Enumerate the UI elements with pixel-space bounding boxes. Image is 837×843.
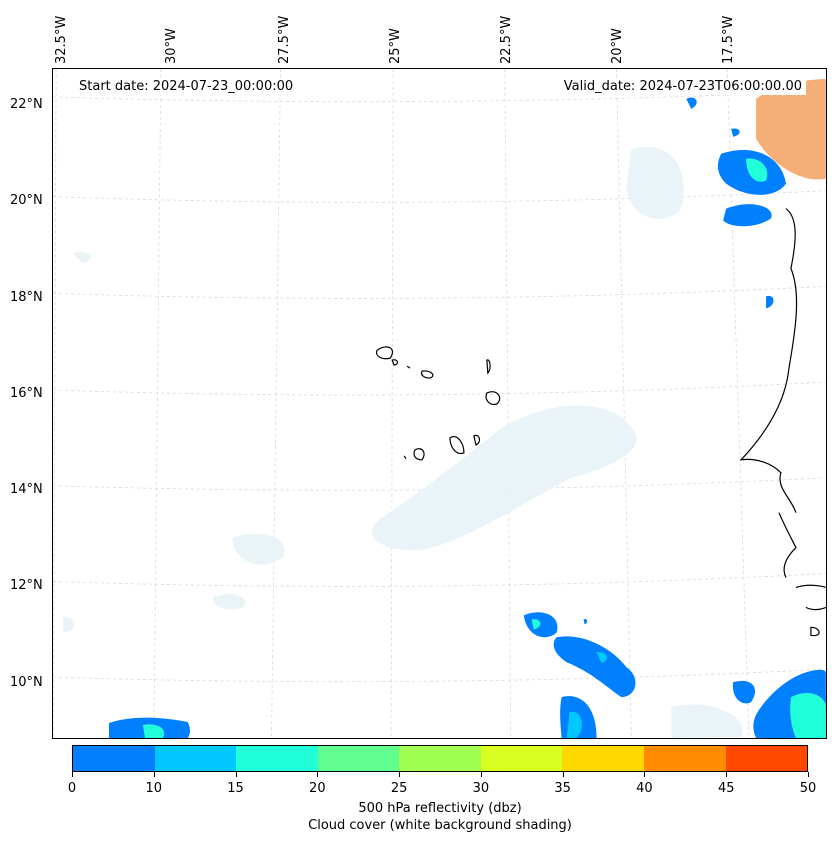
colorbar-tick-mark (235, 772, 237, 777)
graticule (53, 69, 826, 738)
colorbar-caption-reflectivity: 500 hPa reflectivity (dbz) (358, 801, 522, 816)
colorbar-tick-label: 50 (799, 781, 817, 796)
dust-area (756, 78, 826, 180)
cloud-cover (63, 146, 743, 738)
colorbar-tick-label: 0 (67, 781, 77, 796)
colorbar-segment (643, 746, 726, 771)
lon-label-25w: 25°W (388, 28, 403, 64)
colorbar-segment (725, 746, 808, 771)
colorbar-tick-mark (399, 772, 401, 777)
lat-label-10n: 10°N (10, 675, 43, 690)
colorbar-tick-mark (317, 772, 319, 777)
colorbar-tick-label: 45 (717, 781, 735, 796)
colorbar-tick-label: 30 (472, 781, 490, 796)
colorbar-tick-mark (808, 772, 809, 777)
colorbar-segment (399, 746, 481, 771)
colorbar-segment (562, 746, 644, 771)
lon-label-22-5w: 22.5°W (499, 15, 514, 64)
colorbar-tick-mark (726, 772, 728, 777)
colorbar-tick-label: 35 (554, 781, 571, 796)
colorbar-caption-cloud: Cloud cover (white background shading) (308, 818, 572, 833)
map-panel: Start date: 2024-07-23_00:00:00 Valid_da… (52, 68, 827, 739)
lat-label-14n: 14°N (10, 482, 43, 497)
colorbar-segment (480, 746, 563, 771)
lon-label-27-5w: 27.5°W (277, 15, 292, 64)
lon-label-30w: 30°W (164, 28, 179, 64)
colorbar-tick-mark (480, 772, 482, 777)
lat-label-16n: 16°N (10, 386, 43, 401)
coastlines (375, 208, 826, 637)
colorbar-segment (236, 746, 318, 771)
colorbar-tick-mark (644, 772, 646, 777)
lat-label-20n: 20°N (10, 193, 43, 208)
start-date-label: Start date: 2024-07-23_00:00:00 (75, 78, 298, 95)
colorbar-tick-label: 20 (309, 781, 326, 796)
lat-label-12n: 12°N (10, 578, 43, 593)
map-canvas (53, 69, 826, 738)
colorbar-segment (154, 746, 237, 771)
colorbar-tick-label: 25 (390, 781, 408, 796)
lon-label-32-5w: 32.5°W (54, 15, 69, 64)
colorbar-tick-label: 15 (227, 781, 244, 796)
lon-label-17-5w: 17.5°W (721, 15, 736, 64)
colorbar-tick-mark (72, 772, 73, 777)
valid-date-label: Valid_date: 2024-07-23T06:00:00.00 (559, 78, 806, 95)
colorbar-segment (73, 746, 155, 771)
colorbar-tick-label: 40 (636, 781, 653, 796)
colorbar-tick-mark (562, 772, 564, 777)
colorbar-tick-mark (153, 772, 155, 777)
lat-label-22n: 22°N (10, 97, 43, 112)
colorbar-segment (317, 746, 400, 771)
lon-label-20w: 20°W (610, 28, 625, 64)
reflectivity-colorbar (72, 745, 808, 772)
colorbar-tick-label: 10 (145, 781, 163, 796)
lat-label-18n: 18°N (10, 290, 43, 305)
reflectivity-echoes (108, 97, 826, 738)
